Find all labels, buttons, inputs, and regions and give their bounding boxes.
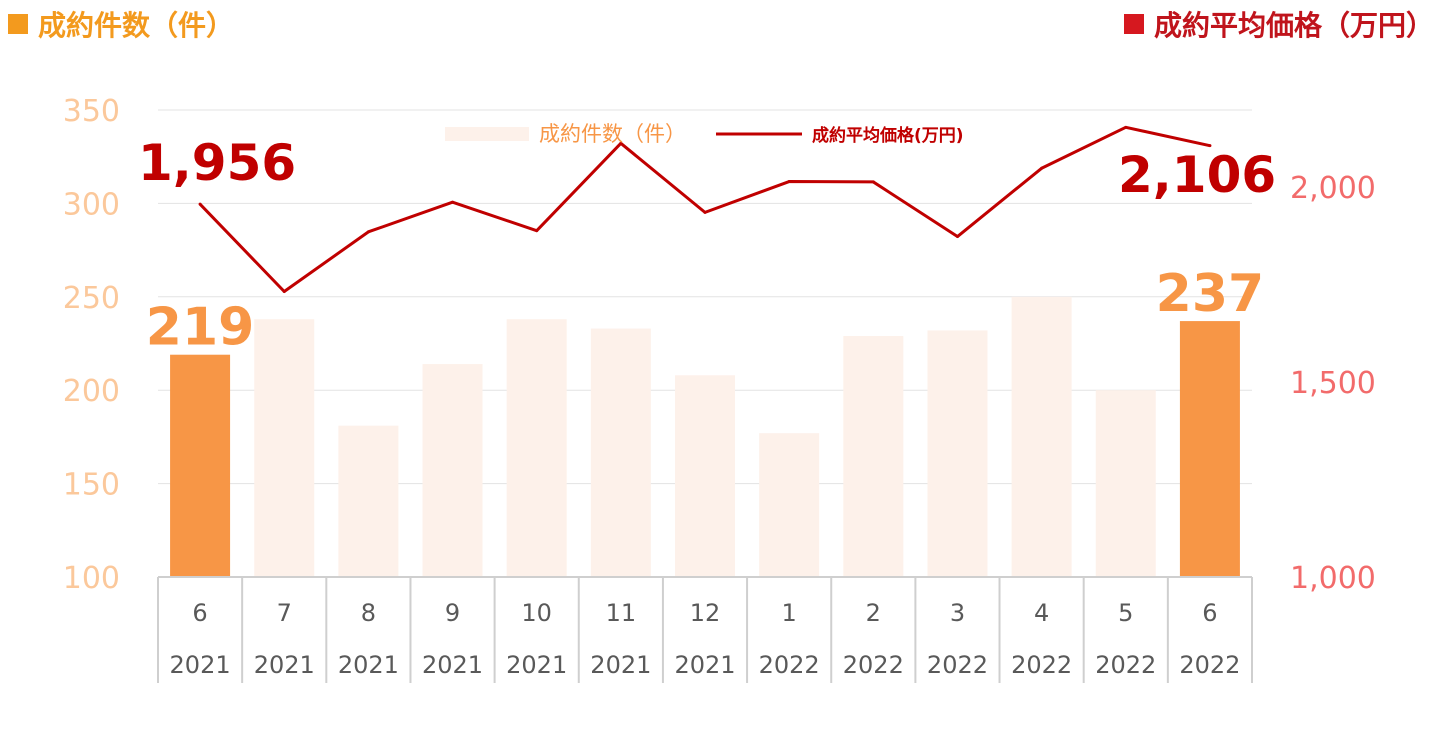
category-month-label: 10 — [521, 599, 552, 627]
price-point — [1040, 166, 1044, 170]
bar — [1179, 321, 1240, 577]
category-month-label: 2 — [866, 599, 881, 627]
category-year-label: 2021 — [338, 651, 399, 679]
category-year-label: 2022 — [927, 651, 988, 679]
category-year-label: 2022 — [759, 651, 820, 679]
category-year-label: 2021 — [506, 651, 567, 679]
price-point — [871, 180, 875, 184]
left-axis-tick-label: 300 — [63, 187, 120, 222]
bar — [1095, 390, 1156, 577]
category-month-label: 3 — [950, 599, 965, 627]
price-line — [198, 125, 1211, 294]
bar — [1011, 296, 1072, 577]
category-month-label: 6 — [1202, 599, 1217, 627]
left-axis-title-text: 成約件数（件） — [38, 9, 235, 42]
price-point — [1124, 125, 1128, 129]
left-axis-tick-label: 100 — [63, 561, 120, 596]
category-month-label: 11 — [606, 599, 637, 627]
bar — [254, 319, 315, 577]
bar — [843, 336, 904, 577]
bar-data-label: 237 — [1156, 264, 1265, 324]
bar — [590, 328, 651, 577]
category-year-label: 2022 — [1179, 651, 1240, 679]
right-axis-title: 成約平均価格（万円） — [1123, 4, 1434, 44]
category-month-label: 9 — [445, 599, 460, 627]
line-data-label: 1,956 — [138, 134, 296, 192]
bar — [338, 425, 399, 577]
category-year-label: 2022 — [843, 651, 904, 679]
bar — [170, 354, 231, 577]
category-month-label: 6 — [192, 599, 207, 627]
category-month-label: 4 — [1034, 599, 1049, 627]
category-month-label: 12 — [690, 599, 721, 627]
left-axis-tick-label: 350 — [63, 94, 120, 129]
price-point — [535, 229, 539, 233]
price-point — [451, 200, 455, 204]
right-title-square-icon — [1123, 14, 1144, 34]
legend-line-label: 成約平均価格(万円) — [812, 125, 964, 146]
price-point — [282, 290, 286, 294]
price-point — [955, 235, 959, 239]
category-year-label: 2021 — [254, 651, 315, 679]
category-year-label: 2021 — [170, 651, 231, 679]
price-point — [787, 180, 791, 184]
category-month-label: 7 — [277, 599, 292, 627]
category-year-label: 2022 — [1011, 651, 1072, 679]
price-point — [1208, 144, 1212, 148]
category-month-label: 5 — [1118, 599, 1133, 627]
price-point — [198, 202, 202, 206]
left-axis-tick-label: 250 — [63, 281, 120, 316]
right-axis-tick-label: 2,000 — [1290, 171, 1376, 206]
category-year-label: 2021 — [590, 651, 651, 679]
category-month-label: 8 — [361, 599, 376, 627]
price-point — [703, 210, 707, 214]
category-year-label: 2022 — [1095, 651, 1156, 679]
left-title-square-icon — [8, 14, 28, 34]
category-year-label: 2021 — [674, 651, 735, 679]
category-month-label: 1 — [782, 599, 797, 627]
right-axis-title-text: 成約平均価格（万円） — [1153, 9, 1434, 42]
bar — [759, 433, 820, 577]
bar — [422, 364, 483, 577]
category-year-label: 2021 — [422, 651, 483, 679]
line-data-label: 2,106 — [1118, 146, 1276, 204]
price-point — [366, 230, 370, 234]
price-point — [619, 141, 623, 145]
bar — [927, 330, 988, 577]
right-axis-tick-label: 1,000 — [1290, 561, 1376, 596]
left-axis-tick-label: 200 — [63, 374, 120, 409]
bar-data-label: 219 — [146, 298, 255, 358]
left-axis-tick-label: 150 — [63, 468, 120, 503]
legend-bar-label: 成約件数（件） — [539, 122, 686, 146]
right-axis-tick-label: 1,500 — [1290, 366, 1376, 401]
left-axis-title: 成約件数（件） — [8, 4, 234, 44]
bar — [675, 375, 735, 577]
legend-bar-swatch — [445, 127, 529, 141]
bar — [506, 319, 567, 577]
